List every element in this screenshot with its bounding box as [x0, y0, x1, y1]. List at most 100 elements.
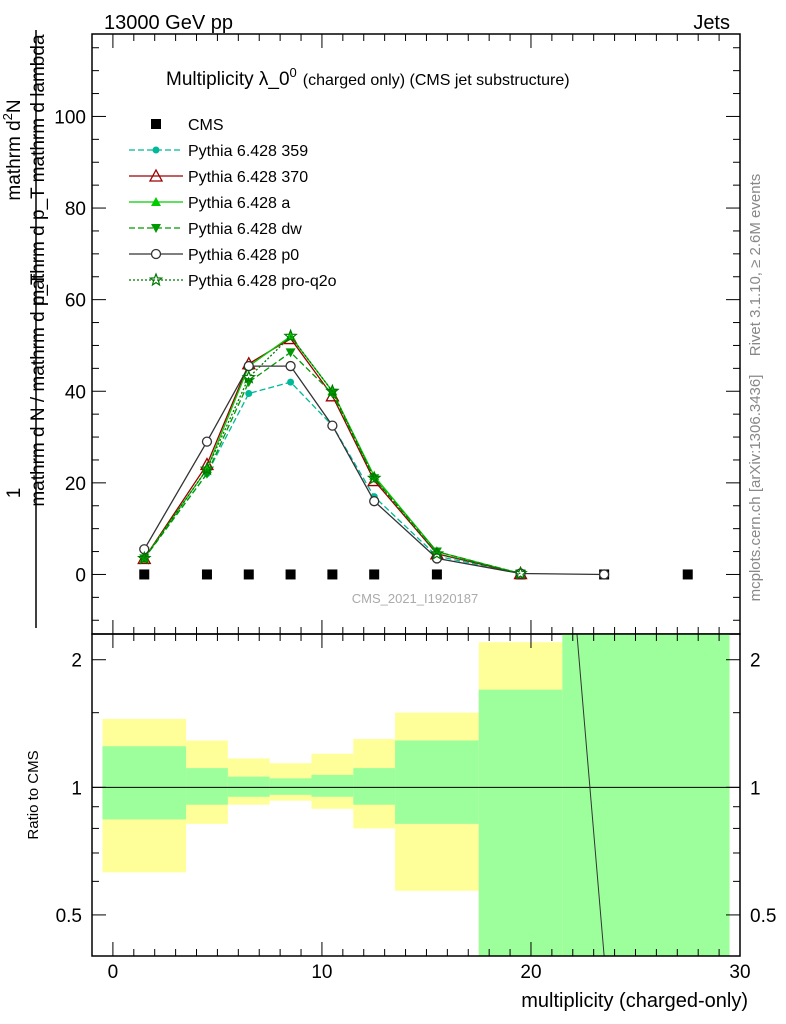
- series-6: [137, 328, 528, 580]
- header-right: Jets: [693, 12, 730, 34]
- series-6-point-3: [283, 328, 298, 343]
- main-ylabel: mathrm d2N mathrm d p_T mathrm d lambda …: [0, 30, 49, 628]
- series-1-point-3: [287, 378, 295, 386]
- series-6-point-7: [513, 565, 528, 580]
- series-5-point-8: [598, 569, 610, 580]
- ylabel-num-sup: 2: [0, 113, 15, 120]
- series-line-4: [143, 351, 521, 575]
- series-6-point-0: [137, 550, 152, 565]
- series-0-point-4: [327, 569, 338, 580]
- ratio-stat-band-7: [478, 689, 563, 956]
- series-0-point-0: [139, 569, 150, 580]
- legend-marker-1: [152, 146, 160, 154]
- svg-text:mathrm d2N: mathrm d2N: [0, 99, 25, 200]
- legend-marker-5: [150, 248, 162, 260]
- legend-marker-4: [151, 224, 161, 233]
- ylabel-denominator: mathrm d N / mathrm d p_T: [28, 273, 49, 507]
- x-tick-label-2: 20: [520, 962, 541, 983]
- main-title: Multiplicity λ_00 (charged only) (CMS jet…: [166, 65, 570, 90]
- y-tick-label-4: 80: [65, 199, 86, 220]
- legend-entry-2: Pythia 6.428 370: [129, 168, 308, 186]
- y-tick-label-3: 60: [65, 291, 86, 312]
- series-4-point-6: [431, 547, 442, 557]
- series-line-3: [143, 335, 521, 575]
- ylabel-one: 1: [4, 488, 25, 499]
- series-4-point-3: [285, 348, 296, 358]
- legend-label-0: CMS: [188, 117, 224, 134]
- series-5-point-1: [201, 436, 213, 447]
- ratio-y-tick-label-right-1: 1: [750, 778, 761, 799]
- series-5-point-2: [243, 360, 254, 372]
- ratio-y-tick-label-1: 1: [71, 778, 82, 799]
- legend-label-3: Pythia 6.428 a: [188, 195, 290, 212]
- svg-text:Multiplicity λ_00(charged only: Multiplicity λ_00 (charged only) (CMS jet…: [166, 65, 570, 90]
- legend-label-4: Pythia 6.428 dw: [188, 221, 302, 238]
- legend-marker-0: [151, 119, 161, 129]
- series-0-point-9: [682, 569, 693, 580]
- series-5: [139, 360, 610, 580]
- legend: CMS Pythia 6.428 359 Pythia 6.428 370 Pythi…: [129, 117, 337, 290]
- legend-entry-1: Pythia 6.428 359: [129, 143, 308, 160]
- ratio-panel: 0 10 20 30 0.5 0.5 1 1 2 2: [56, 633, 776, 983]
- series-5-point-4: [327, 420, 338, 431]
- series-3: [139, 331, 526, 578]
- y-tick-label-2: 40: [65, 382, 86, 403]
- series-6-point-2: [241, 369, 257, 384]
- ratio-y-tick-label-2: 2: [71, 651, 82, 672]
- xlabel: multiplicity (charged-only): [521, 990, 748, 1012]
- legend-marker-3: [151, 197, 161, 206]
- series-0-point-2: [243, 569, 254, 580]
- series-line-2: [143, 337, 521, 575]
- series-0-point-6: [431, 569, 442, 580]
- legend-entry-0: CMS: [151, 117, 224, 134]
- series-0: [139, 569, 693, 580]
- watermark: CMS_2021_I1920187: [352, 591, 479, 606]
- legend-label-2: Pythia 6.428 370: [188, 169, 308, 186]
- ratio-stat-band-2: [227, 776, 270, 797]
- ratio-stat-band-8: [562, 634, 730, 956]
- ratio-stat-band-1: [186, 768, 228, 805]
- series-0-point-5: [369, 569, 380, 580]
- title-main: Multiplicity λ_0: [166, 69, 290, 90]
- x-tick-label-3: 30: [729, 962, 750, 983]
- series-2: [137, 331, 528, 580]
- legend-entry-5: Pythia 6.428 p0: [129, 247, 299, 264]
- series-4: [139, 348, 526, 579]
- series-5-point-3: [285, 360, 296, 372]
- series-6-point-1: [199, 461, 215, 476]
- series-0-point-3: [285, 569, 296, 580]
- ylabel-num: mathrm d: [4, 120, 25, 200]
- ratio-y-tick-label-right-0: 0.5: [750, 906, 776, 927]
- series-6-point-4: [325, 383, 340, 398]
- y-tick-label-5: 100: [54, 107, 86, 128]
- mcplots-label: mcplots.cern.ch [arXiv:1306.3436]: [747, 375, 764, 602]
- series-line-5: [143, 365, 605, 576]
- ratio-y-tick-label-0: 0.5: [56, 906, 82, 927]
- header-left: 13000 GeV pp: [104, 12, 233, 34]
- series-0-point-1: [201, 569, 212, 580]
- y-tick-label-1: 20: [65, 474, 86, 495]
- legend-entry-3: Pythia 6.428 a: [129, 195, 290, 212]
- y-tick-label-0: 0: [75, 565, 86, 586]
- ratio-y-tick-label-right-2: 2: [750, 651, 761, 672]
- legend-entry-6: Pythia 6.428 pro-q2o: [129, 272, 337, 290]
- legend-label-1: Pythia 6.428 359: [188, 143, 308, 160]
- series-1-point-2: [245, 390, 253, 398]
- series-line-6: [143, 335, 521, 575]
- ratio-steep-line: [576, 633, 605, 957]
- ratio-stat-band-4: [311, 774, 354, 797]
- ylabel-num-tail: N: [4, 99, 25, 113]
- legend-marker-2: [148, 168, 164, 182]
- legend-label-5: Pythia 6.428 p0: [188, 247, 299, 264]
- title-sup: 0: [290, 65, 297, 80]
- series-line-1: [143, 381, 521, 575]
- series-6-point-5: [366, 470, 382, 485]
- ratio-ylabel: Ratio to CMS: [25, 750, 42, 839]
- x-tick-label-0: 0: [108, 962, 119, 983]
- ratio-stat-band-5: [353, 768, 396, 805]
- title-note: (charged only) (CMS jet substructure): [303, 72, 570, 89]
- legend-label-6: Pythia 6.428 pro-q2o: [188, 273, 337, 290]
- ratio-stat-band-6: [395, 740, 479, 824]
- legend-marker-6: [148, 272, 164, 287]
